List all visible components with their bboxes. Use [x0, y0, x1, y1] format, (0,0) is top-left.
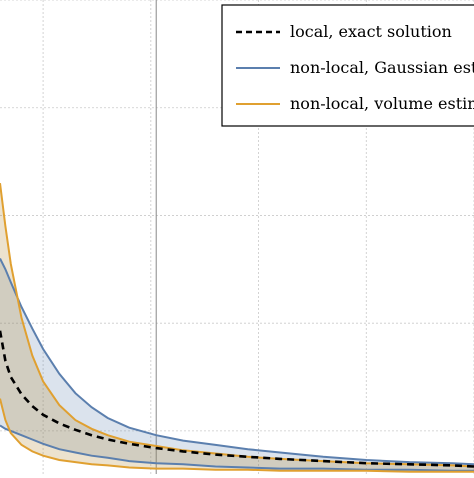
legend-box [221, 4, 474, 127]
band-layer [0, 183, 474, 472]
band-lower-line-0 [0, 424, 474, 472]
band-lower-line-1 [0, 398, 474, 473]
legend-label-2: non-local, volume estimate [290, 94, 474, 113]
legend-label-1: non-local, Gaussian estimate [290, 58, 474, 77]
band-fill-1 [0, 183, 474, 472]
legend-label-0: local, exact solution [290, 22, 452, 41]
line-layer [0, 182, 474, 473]
band-upper-line-0 [0, 258, 474, 466]
dashed-series-line-0 [0, 330, 474, 468]
legend: local, exact solution non-local, Gaussian… [221, 4, 474, 127]
